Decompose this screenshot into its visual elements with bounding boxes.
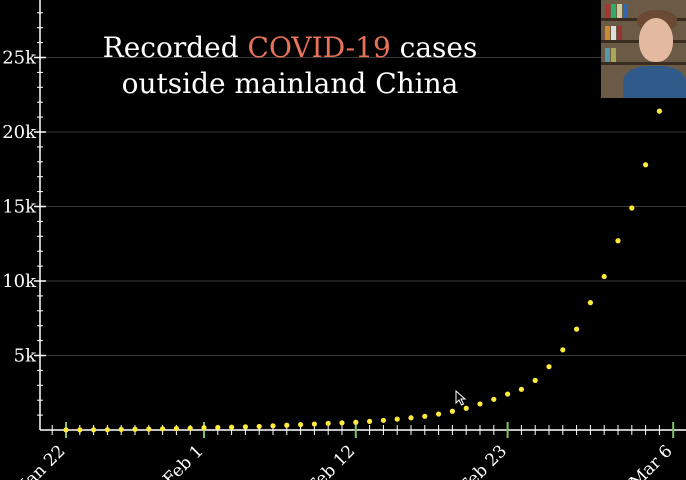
data-point (201, 425, 207, 431)
data-point (173, 425, 179, 432)
data-point (187, 425, 193, 431)
y-tick-label: 20k (2, 122, 37, 143)
mouse-pointer-icon (455, 390, 467, 406)
data-point (325, 420, 331, 426)
data-point (311, 421, 317, 427)
chart-title: Recorded COVID-19 cases outside mainland… (60, 30, 520, 102)
title-line-1: Recorded COVID-19 cases (60, 30, 520, 66)
data-point (298, 422, 304, 428)
data-point (284, 422, 290, 428)
grid-lines (40, 57, 686, 356)
data-point (270, 423, 276, 429)
data-points (63, 108, 663, 433)
data-point (367, 418, 373, 424)
x-tick-label: Feb 1 (159, 441, 207, 480)
title-suffix: cases (390, 31, 478, 64)
data-point (256, 423, 262, 430)
data-point (518, 386, 525, 392)
y-tick-label: 5k (14, 346, 37, 367)
data-point (353, 419, 359, 425)
data-point (546, 364, 552, 370)
title-highlight: COVID-19 (247, 31, 391, 64)
x-tick-label: Feb 23 (455, 441, 511, 480)
y-tick-label: 10k (2, 271, 37, 292)
y-tick-labels: 5k 10k 15k 20k 25k (2, 48, 37, 367)
x-tick-labels: Jan 22 Feb 1 Feb 12 Feb 23 Mar 6 (15, 441, 677, 480)
data-point (118, 426, 124, 433)
data-point (132, 426, 138, 432)
data-point (229, 424, 235, 430)
data-point (463, 405, 469, 411)
y-tick-label: 15k (2, 197, 37, 218)
data-point (436, 411, 442, 417)
data-point (477, 401, 483, 407)
data-point (587, 300, 594, 306)
data-point (408, 415, 414, 421)
data-point (91, 427, 97, 433)
data-point (449, 408, 455, 414)
presenter-webcam-icon (601, 0, 686, 98)
data-point (574, 326, 580, 332)
data-point (422, 413, 428, 419)
data-point (532, 377, 538, 383)
x-tick-label: Mar 6 (626, 441, 677, 480)
data-point (601, 273, 607, 280)
data-point (380, 417, 386, 423)
data-point (560, 347, 566, 353)
title-prefix: Recorded (102, 31, 248, 64)
y-axis (34, 0, 46, 430)
title-line-2: outside mainland China (121, 67, 459, 100)
data-point (242, 424, 248, 430)
data-point (339, 420, 345, 426)
data-point (77, 427, 83, 433)
x-tick-label: Jan 22 (15, 441, 69, 480)
data-point (491, 396, 497, 402)
data-point (146, 426, 152, 432)
data-point (104, 427, 110, 433)
data-point (394, 416, 400, 422)
data-point (615, 238, 621, 244)
data-point (643, 162, 649, 168)
data-point (215, 424, 221, 431)
data-point (505, 391, 511, 397)
data-point (160, 426, 166, 432)
data-point (629, 205, 635, 211)
x-tick-label: Feb 12 (304, 441, 360, 480)
data-point (63, 427, 69, 433)
y-tick-label: 25k (2, 48, 37, 69)
data-point (656, 108, 663, 114)
